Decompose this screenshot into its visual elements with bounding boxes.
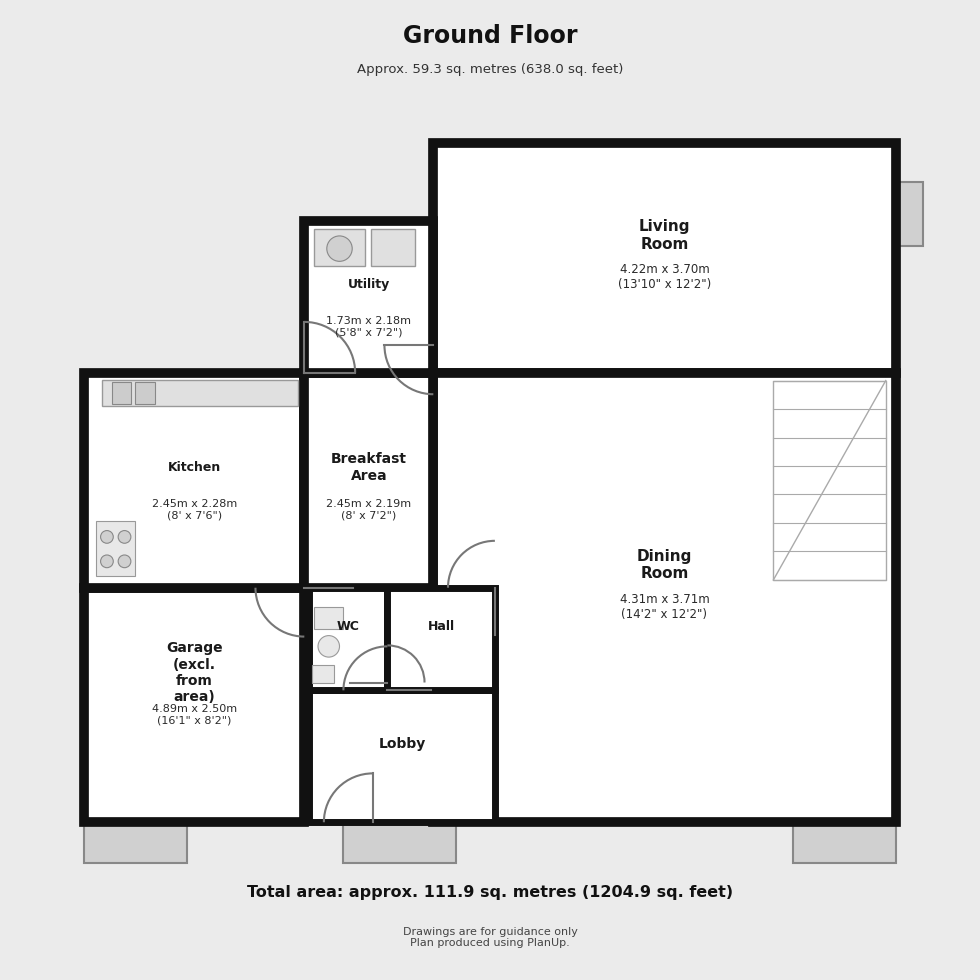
Text: Hall: Hall xyxy=(427,619,455,633)
Bar xyxy=(793,822,896,863)
Circle shape xyxy=(119,530,131,543)
Text: Utility: Utility xyxy=(348,277,390,291)
Text: Drawings are for guidance only
Plan produced using PlanUp.: Drawings are for guidance only Plan prod… xyxy=(403,927,577,949)
Circle shape xyxy=(119,555,131,567)
Bar xyxy=(315,608,343,629)
Bar xyxy=(343,822,457,863)
Bar xyxy=(102,379,299,406)
Bar xyxy=(310,588,387,690)
Circle shape xyxy=(101,555,114,567)
Text: 1.73m x 2.18m
(5'8" x 7'2"): 1.73m x 2.18m (5'8" x 7'2") xyxy=(326,316,412,337)
Bar xyxy=(305,372,433,588)
Bar xyxy=(773,380,886,580)
Bar xyxy=(315,229,365,267)
Text: Garage
(excl.
from
area): Garage (excl. from area) xyxy=(166,642,222,704)
Circle shape xyxy=(101,530,114,543)
Text: Breakfast
Area: Breakfast Area xyxy=(331,453,407,482)
Bar xyxy=(84,822,187,863)
Text: 4.22m x 3.70m
(13'10" x 12'2"): 4.22m x 3.70m (13'10" x 12'2") xyxy=(617,264,711,291)
Bar xyxy=(370,229,415,267)
Text: Lobby: Lobby xyxy=(378,737,425,751)
Text: 4.89m x 2.50m
(16'1" x 8'2"): 4.89m x 2.50m (16'1" x 8'2") xyxy=(152,704,237,725)
Text: Dining
Room: Dining Room xyxy=(637,549,692,581)
Circle shape xyxy=(318,636,339,658)
Text: 2.45m x 2.19m
(8' x 7'2"): 2.45m x 2.19m (8' x 7'2") xyxy=(326,499,412,520)
Bar xyxy=(84,372,305,588)
Circle shape xyxy=(326,236,352,262)
Bar xyxy=(135,381,155,404)
Bar xyxy=(433,372,896,822)
Text: Approx. 59.3 sq. metres (638.0 sq. feet): Approx. 59.3 sq. metres (638.0 sq. feet) xyxy=(357,64,623,76)
Bar xyxy=(84,588,305,822)
Bar xyxy=(310,690,495,822)
Text: WC: WC xyxy=(337,619,360,633)
Bar xyxy=(112,381,131,404)
Bar xyxy=(305,221,433,372)
Text: 4.31m x 3.71m
(14'2" x 12'2"): 4.31m x 3.71m (14'2" x 12'2") xyxy=(619,593,710,621)
Bar xyxy=(313,664,333,682)
Bar xyxy=(96,521,135,576)
Text: Ground Floor: Ground Floor xyxy=(403,24,577,48)
Bar xyxy=(387,588,495,690)
Bar xyxy=(433,143,896,372)
Text: Total area: approx. 111.9 sq. metres (1204.9 sq. feet): Total area: approx. 111.9 sq. metres (12… xyxy=(247,885,733,900)
Text: Living
Room: Living Room xyxy=(639,220,690,252)
Bar xyxy=(896,182,923,246)
Text: Kitchen: Kitchen xyxy=(168,461,221,474)
Text: 2.45m x 2.28m
(8' x 7'6"): 2.45m x 2.28m (8' x 7'6") xyxy=(152,499,237,520)
